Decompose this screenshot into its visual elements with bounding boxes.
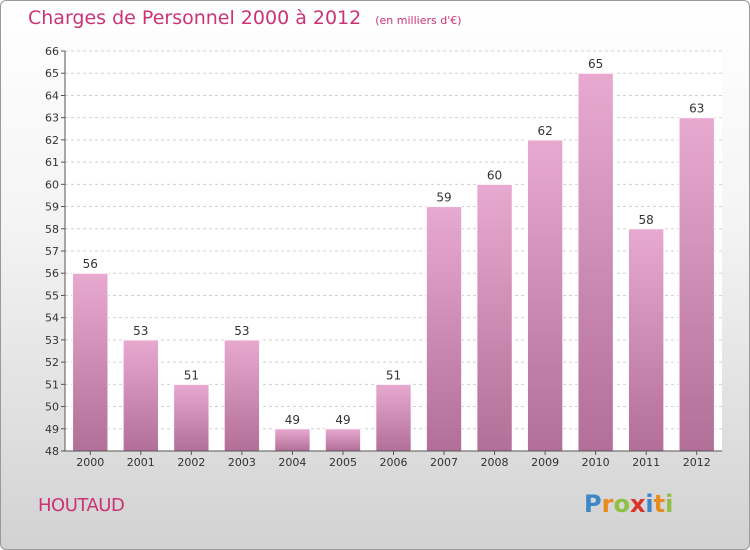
data-label-2003: 53: [234, 324, 249, 338]
x-tick-label-2010: 2010: [582, 456, 610, 469]
bar-2009: [526, 139, 564, 452]
data-labels: 56 53 51 53 49 49 51 59 60 62 65 58 63: [83, 57, 705, 427]
data-label-2006: 51: [386, 368, 401, 382]
data-label-2008: 60: [487, 168, 502, 182]
bar-2005: [324, 428, 362, 452]
x-tick-label-2002: 2002: [177, 456, 205, 469]
bar-2000: [72, 272, 109, 452]
y-tick-label: 66: [45, 45, 59, 58]
y-tick-label: 52: [45, 356, 59, 369]
logo-letter: r: [601, 490, 614, 518]
data-label-2011: 58: [639, 213, 654, 227]
bar-2011: [628, 228, 665, 452]
x-tick-label-2011: 2011: [632, 456, 660, 469]
logo-letter: i: [645, 490, 654, 518]
x-tick-label-2001: 2001: [127, 456, 155, 469]
data-label-2000: 56: [83, 257, 98, 271]
data-label-2012: 63: [689, 102, 704, 116]
x-axis-ticks: 2000 2001 2002 2003 2004 2005 2006 2007 2008 2009…: [76, 451, 711, 469]
bar-2006: [375, 383, 412, 452]
y-tick-label: 56: [45, 267, 59, 280]
x-tick-label-2006: 2006: [380, 456, 408, 469]
y-tick-label: 60: [45, 178, 59, 191]
y-tick-label: 65: [45, 67, 59, 80]
bar-2012: [678, 117, 715, 452]
logo-letter: P: [584, 490, 602, 518]
data-label-2005: 49: [335, 413, 350, 427]
data-label-2010: 65: [588, 57, 603, 71]
y-tick-label: 59: [45, 201, 59, 214]
bar-2003: [223, 339, 261, 452]
x-tick-label-2009: 2009: [531, 456, 559, 469]
bar-2008: [476, 183, 513, 452]
commune-name: HOUTAUD: [38, 495, 125, 516]
bar-2004: [274, 428, 311, 452]
logo-letter: i: [665, 490, 674, 518]
y-tick-label: 51: [45, 378, 59, 391]
y-tick-label: 63: [45, 112, 59, 125]
data-label-2001: 53: [133, 324, 148, 338]
logo-letter: o: [613, 490, 630, 518]
logo-letter: t: [653, 490, 666, 518]
y-axis-ticks: 48 49 50 51 52 53 54 55 56 57 58 59 60 61 62 63 64 65 66: [45, 45, 65, 458]
logo-letter: x: [629, 490, 646, 518]
x-tick-label-2004: 2004: [278, 456, 306, 469]
chart-title: Charges de Personnel 2000 à 2012 (en mill…: [28, 7, 462, 29]
y-tick-label: 58: [45, 223, 59, 236]
data-label-2007: 59: [436, 191, 451, 205]
bar-2007: [425, 206, 463, 452]
x-tick-label-2008: 2008: [481, 456, 509, 469]
x-tick-label-2003: 2003: [228, 456, 256, 469]
y-tick-label: 53: [45, 334, 59, 347]
data-label-2009: 62: [537, 124, 552, 138]
y-tick-label: 57: [45, 245, 59, 258]
bar-2010: [577, 72, 614, 452]
y-tick-label: 64: [45, 89, 59, 102]
chart-title-text: Charges de Personnel 2000 à 2012: [28, 7, 362, 29]
y-tick-label: 61: [45, 156, 59, 169]
bars: [72, 72, 715, 452]
bar-2001: [122, 339, 159, 452]
proxiti-logo: Proxiti: [584, 490, 673, 518]
chart-subtitle: (en milliers d'€): [375, 14, 462, 27]
y-tick-label: 49: [45, 423, 59, 436]
y-tick-label: 48: [45, 445, 59, 458]
x-tick-label-2005: 2005: [329, 456, 357, 469]
data-label-2004: 49: [285, 413, 300, 427]
y-tick-label: 55: [45, 289, 59, 302]
x-tick-label-2000: 2000: [76, 456, 104, 469]
y-tick-label: 62: [45, 134, 59, 147]
y-tick-label: 50: [45, 401, 59, 414]
data-label-2002: 51: [184, 368, 199, 382]
bar-2002: [173, 383, 210, 452]
y-tick-label: 54: [45, 312, 59, 325]
x-tick-label-2007: 2007: [430, 456, 458, 469]
x-tick-label-2012: 2012: [683, 456, 711, 469]
